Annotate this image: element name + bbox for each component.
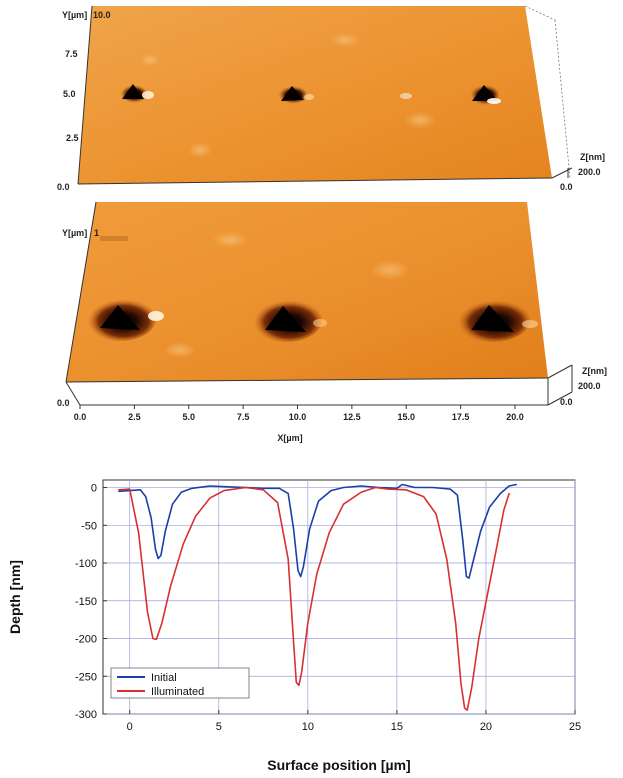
afm-y-tick-label: 1	[94, 228, 99, 238]
legend: Initial Illuminated	[110, 667, 250, 699]
y-tick-label: -200	[75, 634, 97, 646]
surface-texture	[188, 142, 212, 158]
x-tick-label: 10	[302, 721, 314, 733]
indent-pit-core	[281, 86, 304, 101]
afm-z-tick-label: 200.0	[578, 167, 601, 177]
legend-label-illuminated: Illuminated	[151, 686, 204, 698]
afm-y-tick-label: 5.0	[63, 89, 76, 99]
y-tick-label: -50	[81, 520, 97, 532]
afm-z-axis	[524, 5, 556, 21]
surface-artifact	[100, 236, 128, 241]
afm-z-tick-label: 200.0	[578, 381, 601, 391]
x-tick-label: 5	[216, 721, 222, 733]
y-tick-label: -250	[75, 671, 97, 683]
y-tick-label: -300	[75, 709, 97, 721]
afm-panel-1: Y[µm] 10.0 7.5 5.0 2.5 0.0 Z[nm] 200.0 0…	[57, 5, 605, 192]
legend-box	[110, 667, 250, 699]
y-axis-label: Depth [nm]	[7, 560, 23, 634]
surface-texture	[400, 93, 412, 99]
afm-x-tick-label: 20.0	[506, 412, 524, 422]
afm-y-axis-label: Y[µm]	[62, 10, 87, 20]
surface-texture	[140, 54, 160, 66]
y-tick-label: -100	[75, 558, 97, 570]
indent-pit-core	[122, 84, 144, 99]
afm-base-edge	[77, 177, 553, 185]
legend-label-initial: Initial	[151, 672, 177, 684]
surface-texture	[404, 111, 436, 129]
x-axis-label: Surface position [µm]	[267, 757, 410, 773]
afm-x-tick-label: 7.5	[237, 412, 250, 422]
afm-y-tick-label: 2.5	[66, 133, 79, 143]
indent-pit-core	[471, 305, 514, 332]
afm-x-tick-label: 10.0	[289, 412, 307, 422]
series-line-initial	[118, 483, 518, 579]
afm-x-tick-label: 2.5	[128, 412, 141, 422]
afm-surface-2	[66, 202, 548, 382]
afm-z-axis	[554, 19, 571, 179]
afm-base-edge	[65, 377, 549, 383]
surface-texture	[164, 342, 196, 358]
indent-highlight	[522, 320, 538, 328]
gridlines	[103, 480, 576, 715]
afm-y-tick-label: 10.0	[93, 10, 111, 20]
indent-pit-core	[265, 306, 306, 332]
afm-x-tick-label: 12.5	[343, 412, 361, 422]
x-ticks: 0 5 10 15 20 25	[127, 710, 581, 733]
x-tick-label: 20	[480, 721, 492, 733]
afm-y-axis	[77, 5, 93, 185]
series-lines	[118, 483, 518, 712]
y-ticks: 0 -50 -100 -150 -200 -250 -300	[75, 483, 107, 721]
afm-z-axis-label: Z[nm]	[580, 152, 605, 162]
afm-panel-2: 0.0 2.5 5.0 7.5 10.0 12.5 15.0 17.5 20.0 Y[µm] 1…	[57, 201, 607, 443]
afm-x-axis-label: X[µm]	[277, 433, 302, 443]
afm-z-tick-label: 0.0	[560, 182, 573, 192]
x-tick-label: 0	[127, 721, 133, 733]
afm-y-tick-label: 0.0	[57, 398, 70, 408]
indent-highlight	[313, 319, 327, 327]
x-tick-label: 25	[569, 721, 581, 733]
x-tick-label: 15	[391, 721, 403, 733]
afm-x-tick-label: 15.0	[397, 412, 415, 422]
afm-y-tick-label: 0.0	[57, 182, 70, 192]
indent-highlight	[142, 91, 154, 99]
afm-base-edge	[551, 167, 573, 179]
series-line-illuminated	[118, 486, 510, 712]
surface-texture	[331, 33, 359, 47]
afm-surface-1	[78, 6, 552, 184]
indent-pit-core	[100, 305, 140, 330]
depth-profile-chart: 0 -50 -100 -150 -200 -250 -300 0 5 10 15 20 25 Dept…	[7, 479, 581, 773]
indent-highlight	[148, 311, 164, 321]
afm-y-axis-label: Y[µm]	[62, 228, 87, 238]
afm-z-tick-label: 0.0	[560, 397, 573, 407]
surface-texture	[370, 260, 410, 280]
y-tick-label: 0	[91, 483, 97, 495]
afm-z-axis-label: Z[nm]	[582, 366, 607, 376]
afm-z-axis	[547, 364, 573, 379]
indent-highlight	[487, 98, 501, 104]
afm-base-edge	[65, 381, 81, 406]
afm-y-axis	[65, 201, 97, 383]
afm-x-tick-label: 0.0	[74, 412, 87, 422]
afm-x-tick-label: 5.0	[182, 412, 195, 422]
afm-x-ticks: 0.0 2.5 5.0 7.5 10.0 12.5 15.0 17.5 20.0	[74, 405, 524, 422]
afm-x-tick-label: 17.5	[452, 412, 470, 422]
indent-highlight	[304, 94, 314, 100]
afm-y-tick-label: 7.5	[65, 49, 78, 59]
surface-texture	[212, 232, 248, 248]
y-tick-label: -150	[75, 596, 97, 608]
indent-pit-core	[472, 85, 498, 101]
afm-base-edge	[547, 391, 573, 406]
